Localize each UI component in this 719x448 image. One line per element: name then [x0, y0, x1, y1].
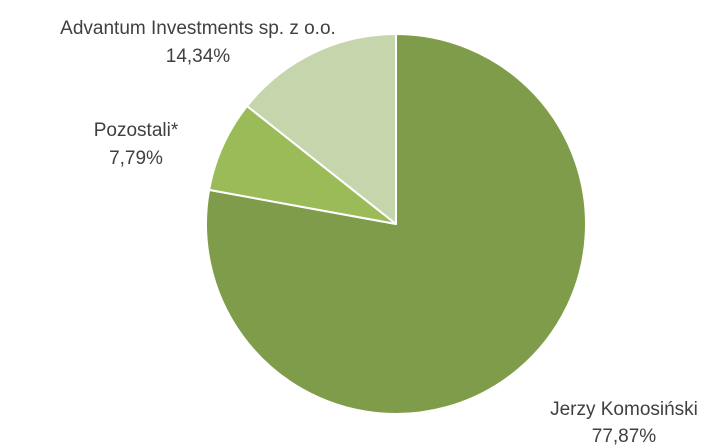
slice-name-label: Jerzy Komosiński: [550, 399, 698, 420]
pie-slice-1: [208, 105, 397, 225]
slice-percent-label: 77,87%: [592, 426, 657, 447]
slice-name-label: Pozostali*: [94, 120, 179, 141]
pie-slice-2: [246, 33, 397, 225]
slice-name-label: Advantum Investments sp. z o.o.: [60, 18, 336, 39]
data-label-pozostali: Pozostali* 7,79%: [94, 120, 179, 169]
slice-percent-label: 14,34%: [166, 46, 231, 67]
slice-percent-label: 7,79%: [109, 148, 163, 169]
pie-slices: [204, 33, 587, 415]
data-label-jerzy-komosinski: Jerzy Komosiński 77,87%: [550, 399, 698, 447]
data-label-advantum-investments: Advantum Investments sp. z o.o. 14,34%: [60, 18, 336, 67]
